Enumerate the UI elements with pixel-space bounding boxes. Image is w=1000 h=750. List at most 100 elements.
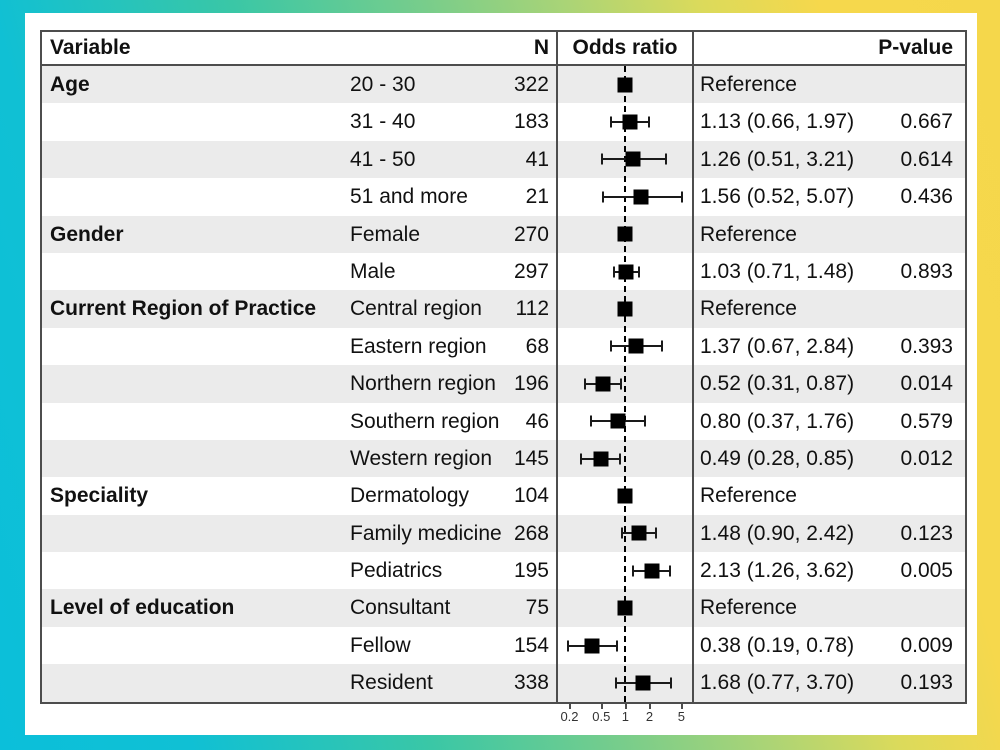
forest-plot-cell xyxy=(556,252,694,291)
or-marker xyxy=(622,114,638,130)
level-label: 20 - 30 xyxy=(350,73,416,96)
forest-plot-cell xyxy=(556,103,694,141)
axis-tick xyxy=(681,704,683,709)
forest-plot-cell xyxy=(556,215,694,253)
estimate-value: Reference xyxy=(700,222,797,246)
forest-plot-cell xyxy=(556,290,694,328)
variable-name xyxy=(42,664,346,701)
n-value: 46 xyxy=(525,409,549,433)
forest-plot-cell xyxy=(556,327,694,366)
ci-cap xyxy=(619,378,622,390)
or-marker xyxy=(635,675,651,691)
estimate-value: Reference xyxy=(700,297,797,321)
p-value: 0.893 xyxy=(900,259,953,283)
or-marker xyxy=(617,226,633,242)
level-label: 51 and more xyxy=(350,185,468,209)
or-marker xyxy=(593,451,609,467)
estimate-value: 1.56 (0.52, 5.07) xyxy=(700,185,855,209)
forest-plot-cell xyxy=(556,402,694,440)
level-label: Central region xyxy=(350,297,482,321)
p-value xyxy=(884,477,965,514)
ci-cap xyxy=(655,527,658,539)
p-value xyxy=(884,66,965,103)
table-row: Level of education Consultant 75 Referen… xyxy=(42,589,965,627)
n-value: 104 xyxy=(513,484,549,508)
or-marker xyxy=(628,338,644,354)
header-n: N xyxy=(533,36,549,59)
n-value: 21 xyxy=(525,185,549,209)
estimate-value: 1.68 (0.77, 3.70) xyxy=(700,671,855,695)
ci-cap xyxy=(610,340,613,352)
or-marker xyxy=(618,264,634,280)
estimate-value: 2.13 (1.26, 3.62) xyxy=(700,559,855,583)
variable-name: Speciality xyxy=(50,484,149,508)
variable-name xyxy=(42,253,346,290)
forest-plot-cell xyxy=(556,66,694,104)
ci-cap xyxy=(609,116,612,128)
level-label: Fellow xyxy=(350,633,411,657)
axis-tick-label: 2 xyxy=(645,709,654,724)
n-value: 145 xyxy=(513,446,549,470)
n-value: 297 xyxy=(513,259,549,283)
table-row: Resident 338 1.68 (0.77, 3.70) 0.193 xyxy=(42,664,965,702)
variable-name xyxy=(42,440,346,477)
ci-cap xyxy=(612,266,615,278)
ci-cap xyxy=(620,527,623,539)
table-row: Current Region of Practice Central regio… xyxy=(42,290,965,328)
ci-cap xyxy=(638,266,641,278)
ci-cap xyxy=(566,640,569,652)
estimate-value: 0.49 (0.28, 0.85) xyxy=(700,446,855,470)
forest-plot-table: Variable N Odds ratio P-value Age 20 - 3… xyxy=(40,30,967,704)
estimate-value: 0.80 (0.37, 1.76) xyxy=(700,409,855,433)
n-value: 195 xyxy=(513,559,549,583)
estimate-value: 1.03 (0.71, 1.48) xyxy=(700,259,855,283)
table-row: Western region 145 0.49 (0.28, 0.85) 0.0… xyxy=(42,439,965,478)
ci-cap xyxy=(669,565,672,577)
table-row: Fellow 154 0.38 (0.19, 0.78) 0.009 xyxy=(42,626,965,665)
axis-tick xyxy=(625,704,627,709)
axis-tick-label: 1 xyxy=(621,709,629,724)
ci-cap xyxy=(618,453,621,465)
n-value: 196 xyxy=(513,372,549,396)
n-value: 68 xyxy=(525,334,549,358)
axis-tick-label: 0.5 xyxy=(592,709,611,724)
header-variable: Variable xyxy=(50,36,131,59)
level-label: Pediatrics xyxy=(350,559,443,583)
table-row: 41 - 50 41 1.26 (0.51, 3.21) 0.614 xyxy=(42,140,965,179)
p-value xyxy=(884,589,965,626)
or-marker xyxy=(610,413,626,429)
p-value: 0.005 xyxy=(900,559,953,583)
variable-name: Gender xyxy=(50,222,124,246)
n-value: 270 xyxy=(513,222,549,246)
p-value xyxy=(884,290,965,327)
ci-cap xyxy=(589,415,592,427)
table-row: Eastern region 68 1.37 (0.67, 2.84) 0.39… xyxy=(42,327,965,366)
level-label: Western region xyxy=(350,446,493,470)
table-row: Male 297 1.03 (0.71, 1.48) 0.893 xyxy=(42,252,965,291)
axis-tick xyxy=(649,704,651,709)
axis-tick-label: 0.2 xyxy=(560,709,579,724)
p-value: 0.009 xyxy=(900,633,953,657)
estimate-value: 0.38 (0.19, 0.78) xyxy=(700,633,855,657)
ci-cap xyxy=(583,378,586,390)
ci-cap xyxy=(680,191,683,203)
table-row: Speciality Dermatology 104 Reference xyxy=(42,477,965,515)
estimate-value: Reference xyxy=(700,596,797,620)
ci-cap xyxy=(644,415,647,427)
header-level-spacer xyxy=(346,32,456,64)
p-value: 0.014 xyxy=(900,372,953,396)
ci-cap xyxy=(615,640,618,652)
p-value: 0.393 xyxy=(900,334,953,358)
ci-cap xyxy=(669,677,672,689)
estimate-value: 1.48 (0.90, 2.42) xyxy=(700,521,855,545)
level-label: Family medicine xyxy=(350,521,502,545)
variable-name: Age xyxy=(50,73,90,96)
forest-plot-cell xyxy=(556,439,694,478)
or-marker xyxy=(617,600,633,616)
or-marker xyxy=(584,638,600,654)
table-row: Pediatrics 195 2.13 (1.26, 3.62) 0.005 xyxy=(42,552,965,590)
table-row: Northern region 196 0.52 (0.31, 0.87) 0.… xyxy=(42,365,965,403)
forest-plot-cell xyxy=(556,178,694,216)
n-value: 154 xyxy=(513,633,549,657)
table-row: 31 - 40 183 1.13 (0.66, 1.97) 0.667 xyxy=(42,103,965,141)
